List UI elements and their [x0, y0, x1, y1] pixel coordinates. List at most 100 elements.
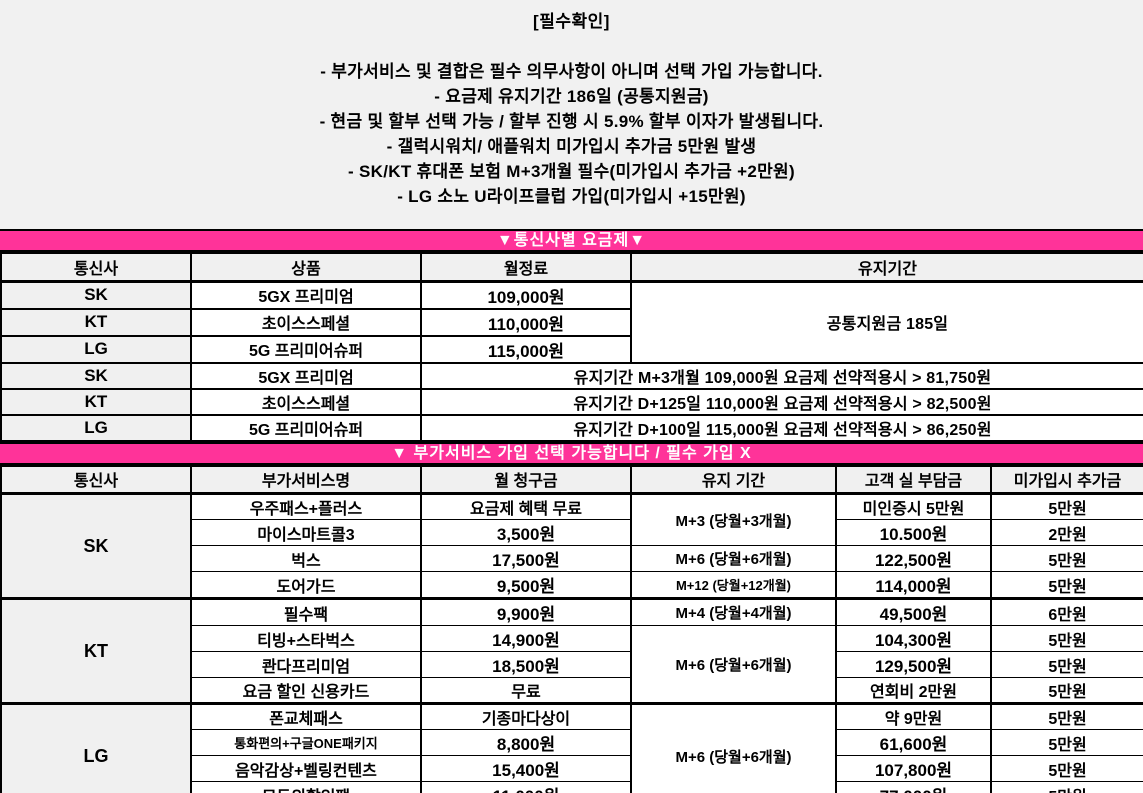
col-header-customer-burden: 고객 실 부담금: [835, 464, 992, 495]
table-row: SK 5GX 프리미엄 유지기간 M+3개월 109,000원 요금제 선약적용…: [0, 361, 1143, 390]
period-cell: M+6 (당월+6개월): [630, 702, 837, 793]
table-row: KT 필수팩 9,900원 M+4 (당월+4개월) 49,500원 6만원: [0, 597, 1143, 704]
carrier-cell: SK: [0, 280, 192, 310]
support-note-cell: 공통지원금 185일: [630, 280, 1143, 364]
notice-line: - SK/KT 휴대폰 보험 M+3개월 필수(미가입시 추가금 +2만원): [348, 162, 795, 181]
notice-line: - 현금 및 할부 선택 가능 / 할부 진행 시 5.9% 할부 이자가 발생…: [319, 112, 824, 131]
burden-cell: 약 9만원: [835, 702, 992, 730]
extra-charge-cell: 5만원: [990, 545, 1143, 572]
extra-charge-cell: 5만원: [990, 677, 1143, 704]
table-row: 도어가드 9,500원 M+12 (당월+12개월) 114,000원 5만원: [1, 571, 1143, 599]
service-cell: 모두의할인팩: [190, 781, 422, 793]
monthly-fee-cell: 무료: [420, 677, 632, 704]
col-header-carrier: 통신사: [0, 464, 192, 495]
monthly-fee-cell: 요금제 혜택 무료: [420, 492, 632, 520]
col-header-monthly-charge: 월 청구금: [420, 464, 632, 495]
monthly-fee-cell: 14,900원: [420, 625, 632, 652]
discount-detail-cell: 유지기간 D+100일 115,000원 요금제 선약적용시 > 86,250원: [420, 413, 1143, 442]
col-header-monthly-fee: 월정료: [420, 252, 632, 283]
table-row: 모두의할인팩 11,000원 77,000원 5만원: [1, 781, 1143, 793]
service-cell: 벅스: [190, 545, 422, 572]
carrier-cell: LG: [0, 334, 192, 364]
period-cell: M+4 (당월+4개월): [630, 597, 837, 626]
discount-detail-cell: 유지기간 M+3개월 109,000원 요금제 선약적용시 > 81,750원: [420, 361, 1143, 390]
notice-title: [필수확인]: [533, 12, 610, 31]
carrier-cell: LG: [0, 413, 192, 442]
monthly-fee-cell: 8,800원: [420, 729, 632, 756]
service-cell: 우주패스+플러스: [190, 492, 422, 520]
plan-cell: 5G 프리미어슈퍼: [190, 413, 422, 442]
fee-cell: 109,000원: [420, 280, 632, 310]
plan-cell: 5GX 프리미엄: [190, 280, 422, 310]
extra-charge-cell: 5만원: [990, 571, 1143, 599]
burden-cell: 122,500원: [835, 545, 992, 572]
burden-cell: 129,500원: [835, 651, 992, 678]
table-row: 요금 할인 신용카드 무료 연회비 2만원 5만원: [1, 677, 1143, 704]
burden-cell: 107,800원: [835, 755, 992, 782]
monthly-fee-cell: 9,900원: [420, 597, 632, 626]
carrier-cell: KT: [0, 387, 192, 416]
service-cell: 마이스마트콜3: [190, 519, 422, 546]
service-cell: 티빙+스타벅스: [190, 625, 422, 652]
extra-charge-cell: 2만원: [990, 519, 1143, 546]
service-cell: 폰교체패스: [190, 702, 422, 730]
plan-cell: 5GX 프리미엄: [190, 361, 422, 390]
monthly-fee-cell: 18,500원: [420, 651, 632, 678]
monthly-fee-cell: 3,500원: [420, 519, 632, 546]
plan-cell: 초이스스페셜: [190, 387, 422, 416]
extra-charge-cell: 5만원: [990, 492, 1143, 520]
extra-charge-cell: 5만원: [990, 625, 1143, 652]
addon-table-banner: ▼ 부가서비스 가입 선택 가능합니다 / 필수 가입 X: [0, 441, 1143, 465]
extra-charge-cell: 5만원: [990, 702, 1143, 730]
notice-block: [필수확인] - 부가서비스 및 결합은 필수 의무사항이 아니며 선택 가입 …: [0, 0, 1143, 229]
plan-table-header-row: 통신사 상품 월정료 유지기간: [0, 252, 1143, 283]
service-cell: 필수팩: [190, 597, 422, 626]
fee-cell: 115,000원: [420, 334, 632, 364]
col-header-product: 상품: [190, 252, 422, 283]
extra-charge-cell: 6만원: [990, 597, 1143, 626]
notice-lines: - 부가서비스 및 결합은 필수 의무사항이 아니며 선택 가입 가능합니다. …: [0, 59, 1143, 209]
monthly-fee-cell: 15,400원: [420, 755, 632, 782]
notice-line: - LG 소노 U라이프클럽 가입(미가입시 +15만원): [397, 187, 746, 206]
extra-charge-cell: 5만원: [990, 729, 1143, 756]
col-header-carrier: 통신사: [0, 252, 192, 283]
table-row: LG 5G 프리미어슈퍼 유지기간 D+100일 115,000원 요금제 선약…: [0, 413, 1143, 442]
monthly-fee-cell: 9,500원: [420, 571, 632, 599]
table-row: 벅스 17,500원 M+6 (당월+6개월) 122,500원 5만원: [1, 545, 1143, 572]
table-row: KT 초이스스페셜 유지기간 D+125일 110,000원 요금제 선약적용시…: [0, 387, 1143, 416]
table-row: 마이스마트콜3 3,500원 10.500원 2만원: [1, 519, 1143, 546]
burden-cell: 114,000원: [835, 571, 992, 599]
table-row: SK 5GX 프리미엄 109,000원 공통지원금 185일: [0, 280, 1143, 364]
burden-cell: 77,000원: [835, 781, 992, 793]
fee-cell: 110,000원: [420, 307, 632, 337]
addon-table-header-row: 통신사 부가서비스명 월 청구금 유지 기간 고객 실 부담금 미가입시 추가금: [0, 464, 1143, 495]
table-row: LG 5G 프리미어슈퍼 115,000원: [0, 334, 1143, 364]
extra-charge-cell: 5만원: [990, 755, 1143, 782]
plan-cell: 5G 프리미어슈퍼: [190, 334, 422, 364]
extra-charge-cell: 5만원: [990, 781, 1143, 793]
burden-cell: 104,300원: [835, 625, 992, 652]
table-row: SK 우주패스+플러스 요금제 혜택 무료 M+3 (당월+3개월) 미인증시 …: [0, 492, 1143, 599]
col-header-retention: 유지기간: [630, 252, 1143, 283]
burden-cell: 미인증시 5만원: [835, 492, 992, 520]
carrier-cell: LG: [0, 702, 192, 793]
table-row: 티빙+스타벅스 14,900원 M+6 (당월+6개월) 104,300원 5만…: [1, 625, 1143, 704]
burden-cell: 49,500원: [835, 597, 992, 626]
carrier-cell: KT: [0, 307, 192, 337]
col-header-retention-period: 유지 기간: [630, 464, 837, 495]
carrier-cell: KT: [0, 597, 192, 704]
table-row: LG 폰교체패스 기종마다상이 M+6 (당월+6개월) 약 9만원 5만원: [0, 702, 1143, 793]
burden-cell: 10.500원: [835, 519, 992, 546]
period-cell: M+12 (당월+12개월): [630, 571, 837, 599]
service-cell: 음악감상+벨링컨텐츠: [190, 755, 422, 782]
table-row: KT 초이스스페셜 110,000원: [0, 307, 1143, 337]
service-cell: 요금 할인 신용카드: [190, 677, 422, 704]
notice-line: - 부가서비스 및 결합은 필수 의무사항이 아니며 선택 가입 가능합니다.: [320, 62, 823, 81]
table-row: 콴다프리미엄 18,500원 129,500원 5만원: [1, 651, 1143, 678]
service-cell: 도어가드: [190, 571, 422, 599]
plan-table-banner: ▼통신사별 요금제▼: [0, 229, 1143, 252]
service-cell: 통화편의+구글ONE패키지: [190, 729, 422, 756]
carrier-cell: SK: [0, 361, 192, 390]
col-header-nonsub-extra: 미가입시 추가금: [990, 464, 1143, 495]
burden-cell: 연회비 2만원: [835, 677, 992, 704]
